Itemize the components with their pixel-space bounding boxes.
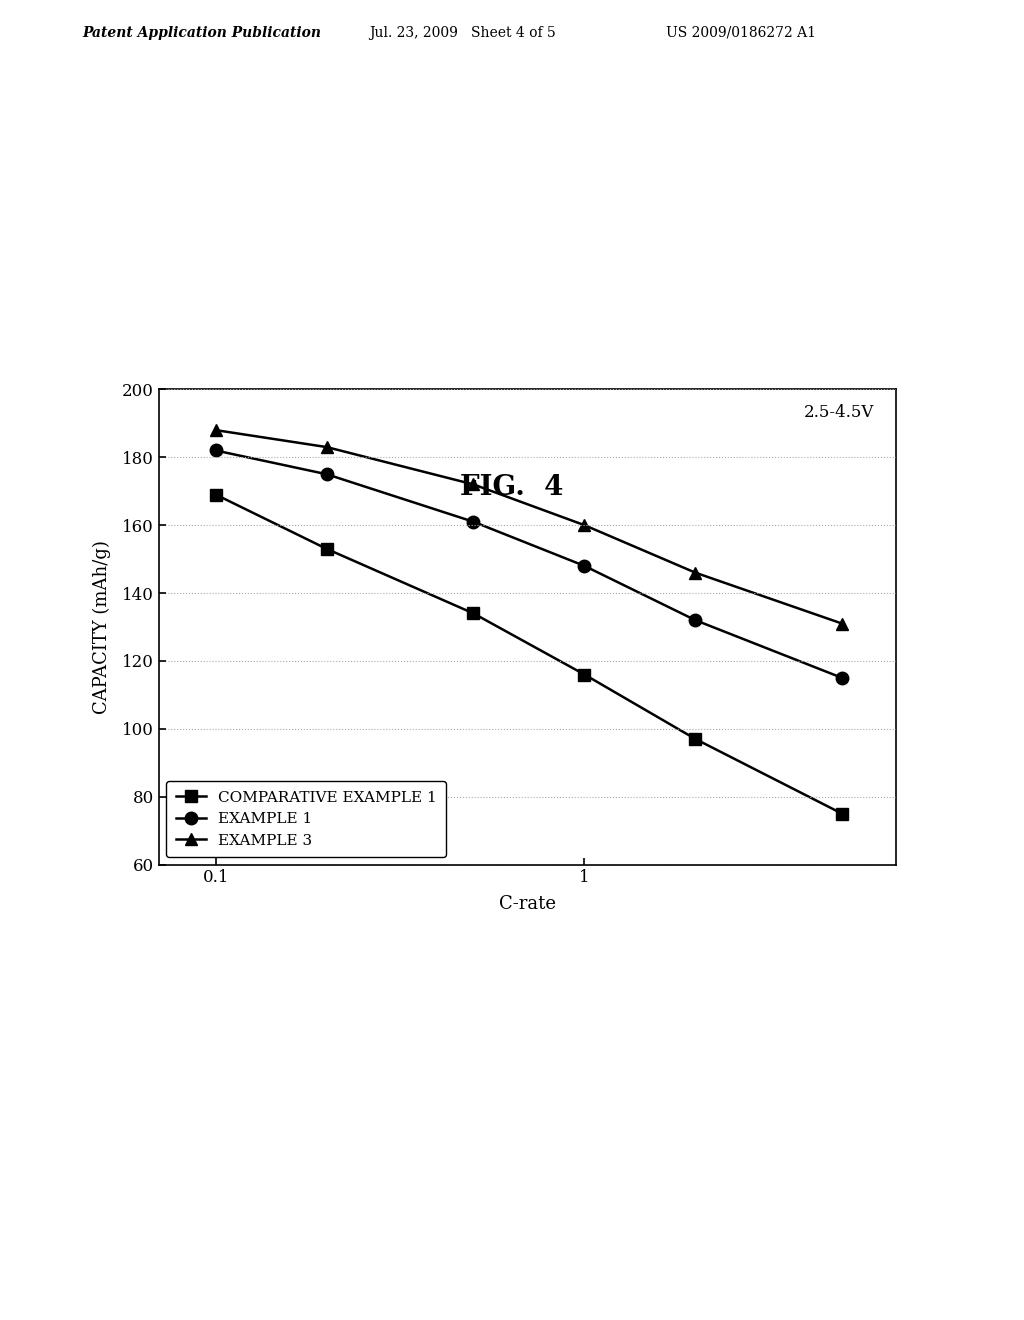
EXAMPLE 3 — [689, 565, 701, 581]
COMPARATIVE EXAMPLE 1 — [836, 805, 848, 821]
Text: Patent Application Publication: Patent Application Publication — [82, 26, 321, 40]
Y-axis label: CAPACITY (mAh/g): CAPACITY (mAh/g) — [92, 540, 111, 714]
COMPARATIVE EXAMPLE 1 — [579, 667, 591, 682]
Text: Jul. 23, 2009   Sheet 4 of 5: Jul. 23, 2009 Sheet 4 of 5 — [369, 26, 555, 40]
Legend: COMPARATIVE EXAMPLE 1, EXAMPLE 1, EXAMPLE 3: COMPARATIVE EXAMPLE 1, EXAMPLE 1, EXAMPL… — [166, 781, 446, 857]
COMPARATIVE EXAMPLE 1 — [689, 731, 701, 747]
EXAMPLE 3 — [467, 477, 479, 492]
EXAMPLE 1 — [210, 442, 222, 458]
Line: COMPARATIVE EXAMPLE 1: COMPARATIVE EXAMPLE 1 — [210, 488, 848, 820]
Line: EXAMPLE 1: EXAMPLE 1 — [210, 445, 848, 684]
Text: 2.5-4.5V: 2.5-4.5V — [804, 404, 873, 421]
Text: US 2009/0186272 A1: US 2009/0186272 A1 — [666, 26, 815, 40]
X-axis label: C-rate: C-rate — [499, 895, 556, 913]
Line: EXAMPLE 3: EXAMPLE 3 — [210, 424, 848, 630]
EXAMPLE 1 — [579, 558, 591, 574]
EXAMPLE 1 — [467, 513, 479, 529]
COMPARATIVE EXAMPLE 1 — [321, 541, 333, 557]
COMPARATIVE EXAMPLE 1 — [210, 487, 222, 503]
EXAMPLE 1 — [321, 466, 333, 482]
EXAMPLE 1 — [836, 671, 848, 686]
EXAMPLE 3 — [210, 422, 222, 438]
EXAMPLE 1 — [689, 612, 701, 628]
EXAMPLE 3 — [579, 517, 591, 533]
EXAMPLE 3 — [836, 615, 848, 631]
EXAMPLE 3 — [321, 440, 333, 455]
Text: FIG.  4: FIG. 4 — [461, 474, 563, 502]
COMPARATIVE EXAMPLE 1 — [467, 606, 479, 622]
